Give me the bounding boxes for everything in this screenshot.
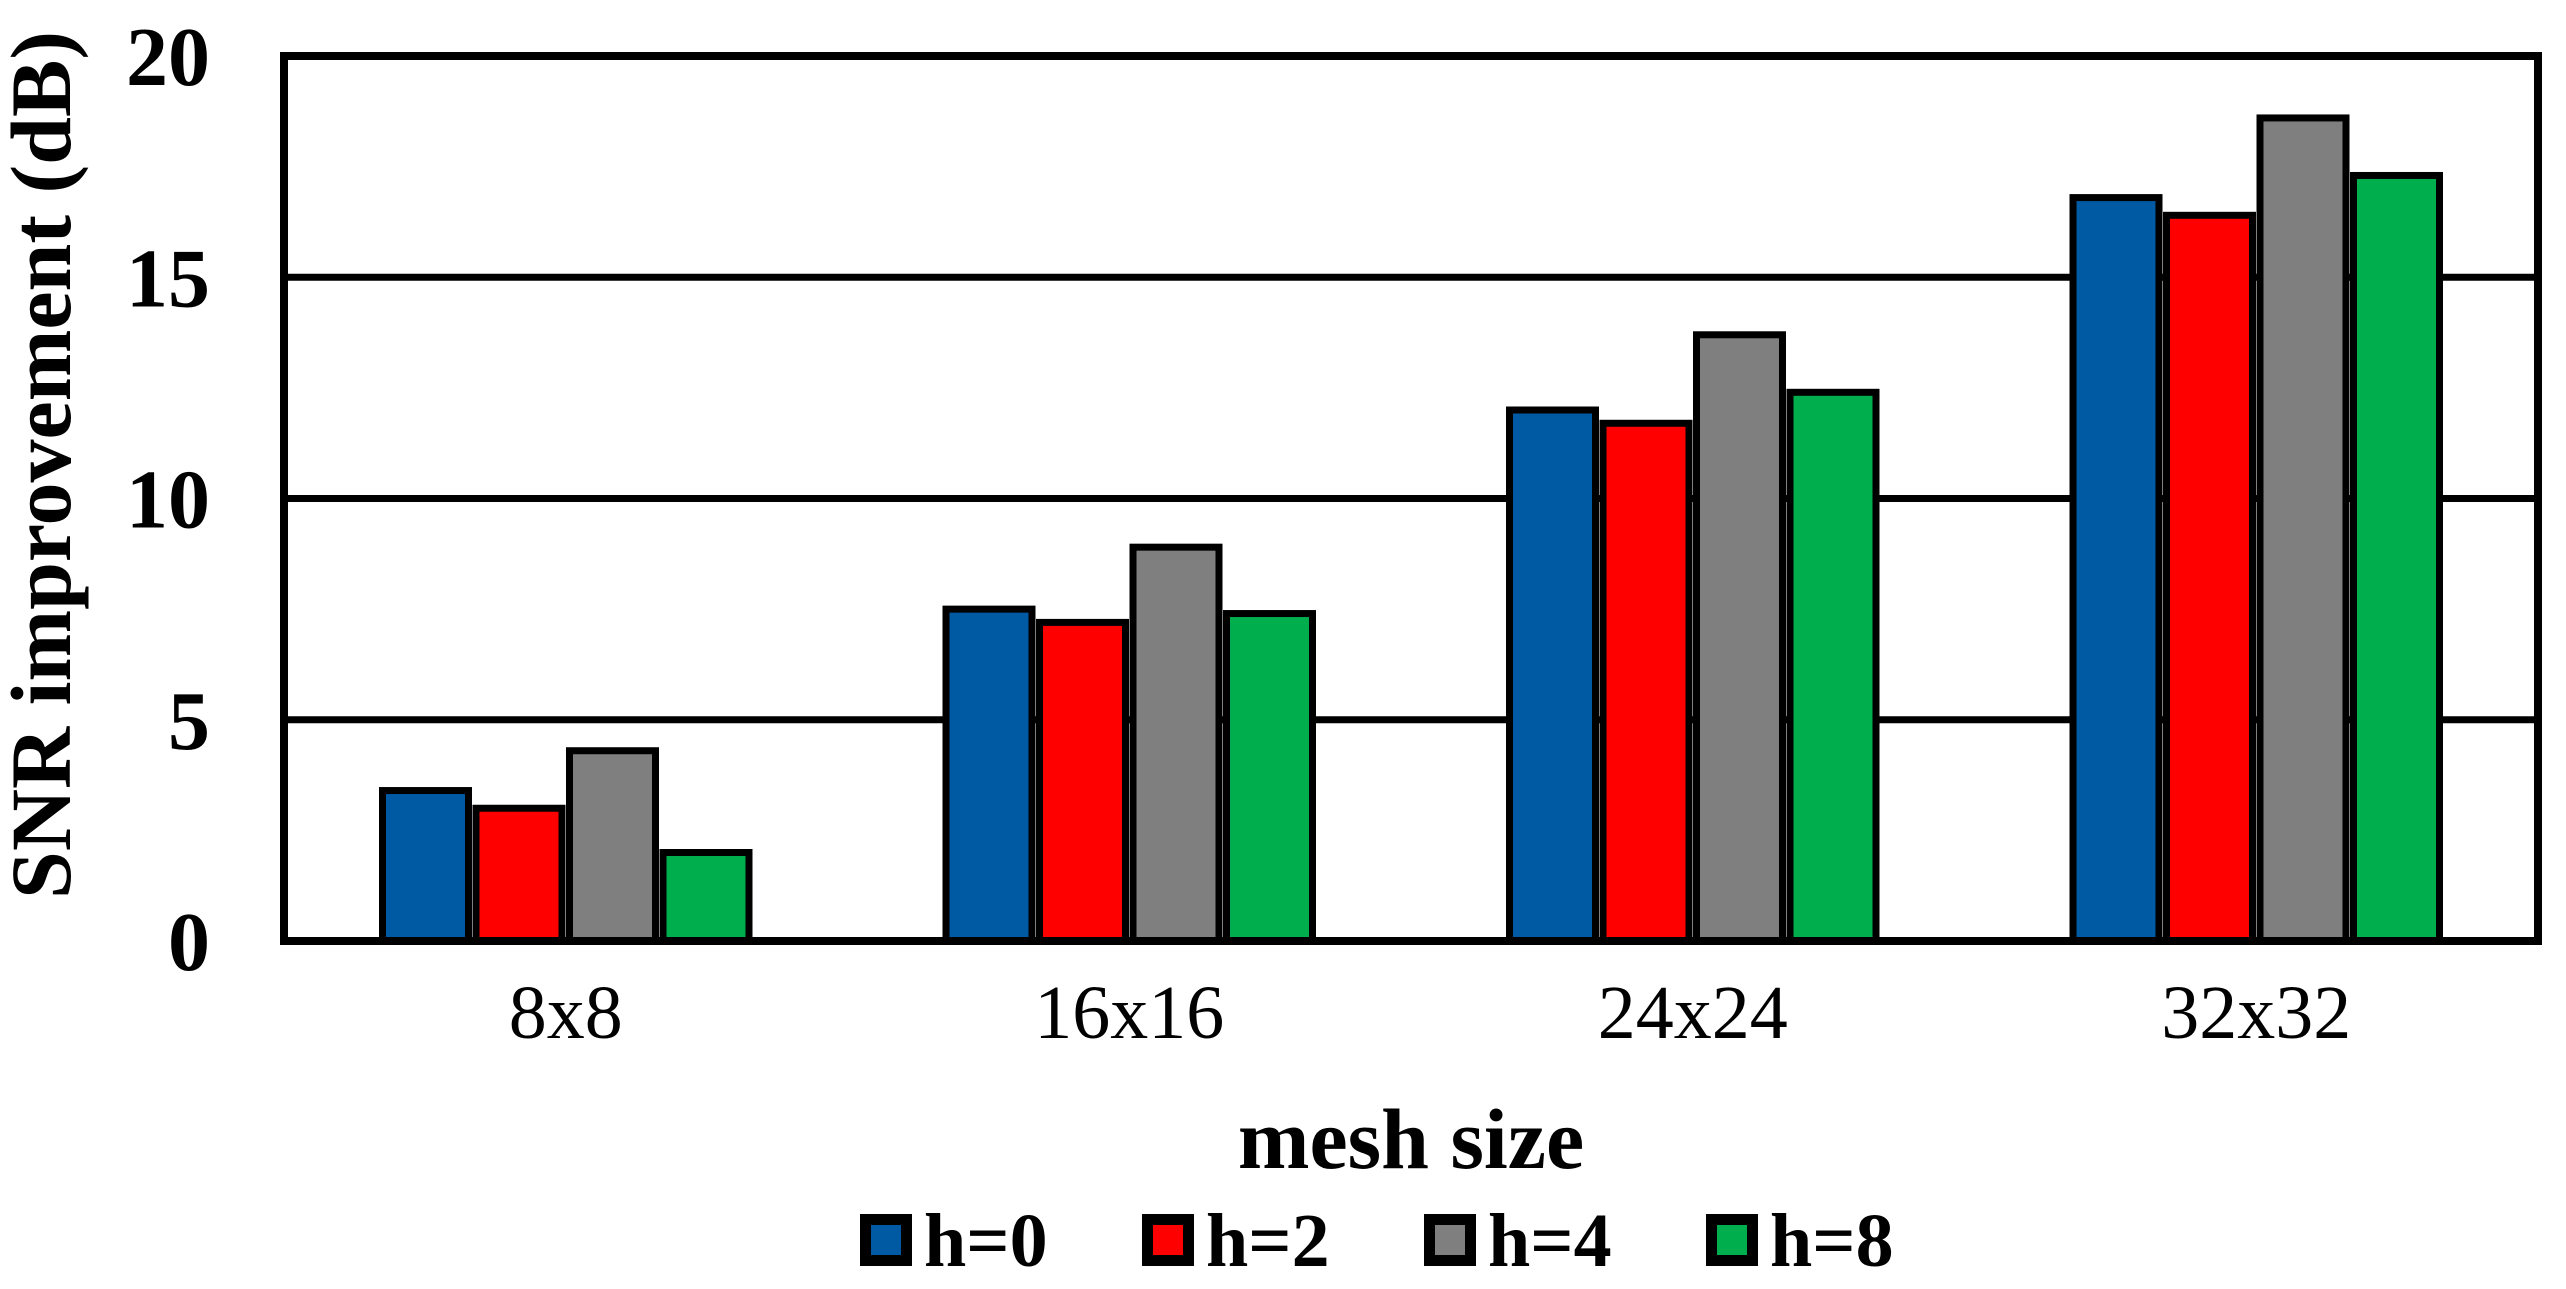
bar-h=4-24x24 (1693, 331, 1786, 945)
legend-swatch-h=4 (1435, 1225, 1465, 1255)
bar-h=0-8x8 (379, 787, 472, 945)
x-tick-label-16x16: 16x16 (1034, 971, 1224, 1055)
bar-groups (379, 114, 2443, 945)
bar-h=0-16x16 (942, 605, 1036, 945)
x-tick-labels: 8x8 16x16 24x24 32x32 (509, 971, 2352, 1055)
legend-label-h=4: h=4 (1488, 1199, 1612, 1283)
bar-h=2-24x24 (1599, 419, 1693, 945)
bar-h=2-16x16 (1036, 618, 1129, 945)
legend-swatch-h=2 (1153, 1225, 1183, 1255)
bar-h=4-32x32 (2256, 114, 2350, 945)
bar-group-32x32 (2069, 114, 2443, 945)
legend-label-h=8: h=8 (1770, 1199, 1894, 1283)
bar-group-24x24 (1506, 331, 1880, 945)
x-axis-title: mesh size (1238, 1091, 1584, 1187)
bar-group-16x16 (942, 543, 1316, 945)
x-tick-label-8x8: 8x8 (509, 971, 623, 1055)
legend-item-h=4: h=4 (1424, 1199, 1612, 1283)
legend-item-h=2: h=2 (1142, 1199, 1330, 1283)
legend-label-h=0: h=0 (924, 1199, 1048, 1283)
bar-h=4-16x16 (1129, 543, 1223, 945)
bar-h=8-24x24 (1786, 388, 1880, 945)
bar-h=4-8x8 (566, 747, 659, 945)
y-tick-label-5: 5 (168, 675, 210, 768)
y-tick-label-15: 15 (126, 232, 210, 325)
bar-h=8-32x32 (2350, 171, 2443, 945)
y-tick-label-10: 10 (126, 454, 210, 547)
y-axis-title: SNR improvement (dB) (0, 31, 89, 899)
legend-swatch-h=8 (1717, 1225, 1747, 1255)
y-tick-labels: 0 5 10 15 20 (126, 11, 210, 989)
bar-h=8-8x8 (659, 849, 753, 945)
legend-item-h=0: h=0 (860, 1199, 1048, 1283)
bar-h=0-32x32 (2069, 194, 2163, 945)
x-tick-label-32x32: 32x32 (2161, 971, 2351, 1055)
legend-label-h=2: h=2 (1206, 1199, 1330, 1283)
bar-h=2-32x32 (2163, 211, 2256, 945)
legend-swatch-h=0 (871, 1225, 901, 1255)
y-tick-label-0: 0 (168, 896, 210, 989)
y-tick-label-20: 20 (126, 11, 210, 104)
plot-frame (280, 52, 2542, 945)
x-tick-label-24x24: 24x24 (1598, 971, 1788, 1055)
bar-group-8x8 (379, 747, 753, 945)
legend-item-h=8: h=8 (1706, 1199, 1894, 1283)
bar-h=2-8x8 (472, 804, 566, 945)
bar-h=0-24x24 (1506, 406, 1599, 945)
legend: h=0 h=2 h=4 h=8 (860, 1199, 1894, 1283)
bar-h=8-16x16 (1223, 610, 1316, 945)
